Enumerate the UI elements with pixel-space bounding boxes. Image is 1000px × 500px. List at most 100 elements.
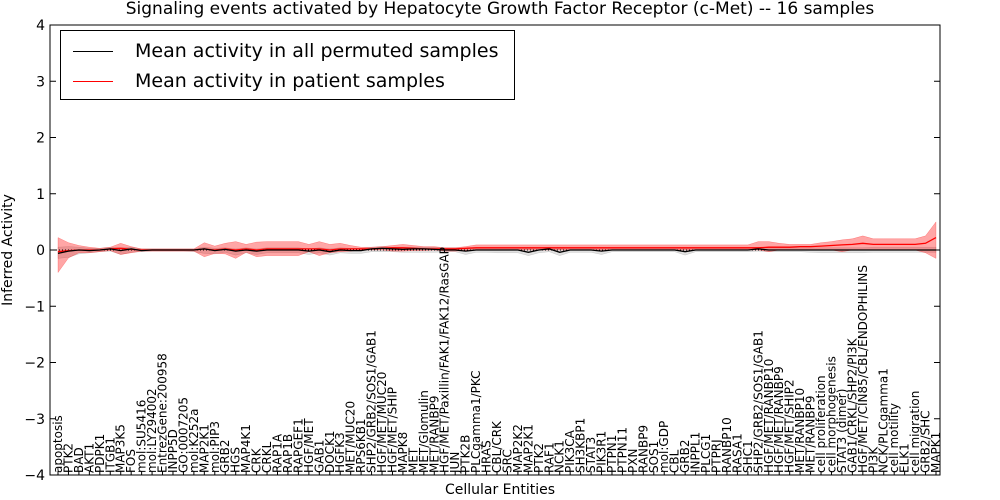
x-tick-label: DOCK1 — [323, 430, 337, 473]
x-tick-label: STAT3 — [584, 437, 598, 473]
y-tick-label: 3 — [36, 74, 45, 90]
x-tick-label: HGF/MET — [302, 418, 316, 473]
x-tick-label: SHP2/GRB2/SOS1/GAB1 — [751, 330, 765, 473]
x-tick-label: MET/RANBP10 — [793, 388, 807, 473]
y-tick-label: 1 — [36, 187, 45, 203]
legend-item-patient: Mean activity in patient samples — [73, 66, 445, 96]
legend-label-patient: Mean activity in patient samples — [135, 70, 445, 92]
x-tick-label: cell migration — [908, 391, 922, 473]
x-tick-label: PTPN1 — [605, 435, 619, 473]
x-tick-label: MAPK8 — [396, 432, 410, 473]
x-tick-label: MAPK1 — [929, 432, 943, 473]
x-tick-label: apoptosis — [51, 415, 65, 473]
x-tick-label: mol:PIP3 — [208, 421, 222, 473]
y-tick-label: 0 — [36, 243, 45, 259]
x-tick-label: GO:0007205 — [176, 397, 190, 473]
y-tick-label: −4 — [24, 468, 45, 484]
x-tick-label: AKT1 — [82, 443, 96, 473]
x-tick-label: RANBP9 — [636, 425, 650, 473]
x-tick-label: PLCG1 — [699, 434, 713, 473]
x-tick-label: SH3KBP1 — [574, 418, 588, 473]
series-lines — [57, 237, 937, 255]
x-tick-label: NCK/PLCgamma1 — [877, 368, 891, 473]
x-tick-label: mol:K252a — [187, 408, 201, 473]
x-tick-label: EntrezGene:200958 — [156, 353, 170, 473]
x-tick-label: HGF/MET/RANBP9 — [772, 366, 786, 473]
legend: Mean activity in all permuted samples Me… — [60, 30, 515, 100]
x-tick-label: MET/RANBP9 — [427, 396, 441, 473]
x-tick-label: RAF1 — [542, 442, 556, 473]
x-tick-label: CRK — [250, 447, 264, 473]
legend-swatch-permuted — [73, 50, 113, 52]
x-tick-label: PTK2 — [532, 443, 546, 473]
x-tick-label: PI3K — [866, 446, 880, 473]
x-tick-label: JUN — [448, 452, 462, 474]
x-tick-label: MAP3K5 — [114, 424, 128, 473]
x-tick-label: PTK2 — [62, 443, 76, 473]
x-tick-label: RANBP10 — [720, 417, 734, 473]
x-tick-labels: apoptosisPTK2BADAKT1PDPK1ITGB1MAP3K5FOSm… — [51, 247, 943, 475]
x-tick-label: MET/Glomulin — [417, 390, 431, 473]
x-tick-label: RAPGEF1 — [291, 418, 305, 473]
x-tick-label: CBL/CRK — [490, 420, 504, 473]
legend-swatch-patient — [73, 80, 113, 82]
x-tick-label: mol:SU5416 — [135, 400, 149, 473]
x-tick-label: HGF/MET/SHIP2 — [783, 379, 797, 473]
x-tick-label: cell motility — [887, 403, 901, 473]
y-tick-label: 4 — [36, 18, 45, 34]
x-tick-label: GRB2 — [678, 439, 692, 473]
x-tick-label: MET — [406, 447, 420, 473]
x-tick-label: SHP2/GRB2/SOS1/GAB1 — [365, 330, 379, 473]
x-tick-label: PTPRJ — [710, 439, 724, 473]
x-tick-label: MAP4K1 — [239, 424, 253, 473]
x-tick-label: HRAS — [480, 440, 494, 473]
x-tick-label: RPS6KB1 — [354, 418, 368, 473]
y-axis-label: Inferred Activity — [0, 194, 16, 306]
x-tick-label: RAP1A — [271, 433, 285, 473]
x-tick-label: SOS1 — [647, 441, 661, 473]
x-tick-label: FOS — [124, 449, 138, 473]
chart-title: Signaling events activated by Hepatocyte… — [126, 0, 875, 19]
x-tick-label: GRB2/SHC — [919, 410, 933, 473]
x-tick-label: SRC — [501, 449, 515, 473]
x-tick-label: STAT3 (dimer) — [835, 389, 849, 473]
x-tick-label: CBL — [668, 449, 682, 473]
legend-label-permuted: Mean activity in all permuted samples — [135, 40, 499, 62]
x-tick-label: HGFK3 — [333, 432, 347, 473]
x-tick-label: HGF/MET/CIN85/CBL/ENDOPHILINS — [856, 265, 870, 473]
x-tick-label: MAP2K1 — [521, 424, 535, 473]
x-tick-label: GRB2 — [218, 439, 232, 473]
x-tick-label: NCK1 — [553, 440, 567, 473]
x-tick-label: HGF/MET/Paxillin/FAK1/FAK12/RasGAP — [438, 247, 452, 473]
x-tick-label: SHC1 — [741, 440, 755, 473]
x-tick-label: PTK2B — [459, 435, 473, 473]
x-tick-label: PIK3CA — [563, 429, 577, 473]
x-tick-label: CRKL — [260, 441, 274, 473]
x-tick-label: MET/RANBP9 — [804, 396, 818, 473]
plot-frame — [49, 24, 941, 476]
legend-item-permuted: Mean activity in all permuted samples — [73, 36, 498, 66]
x-tick-label: MAP2K2 — [511, 424, 525, 473]
x-tick-label: PDPK1 — [93, 434, 107, 473]
x-tick-label: HGF/MET/RANBP10 — [762, 359, 776, 473]
y-tick-label: −1 — [24, 299, 45, 315]
x-tick-label: RASA1 — [730, 433, 744, 473]
x-tick-label: PTPN11 — [615, 427, 629, 473]
x-tick-label: PXN — [626, 449, 640, 473]
y-tick-label: −2 — [24, 356, 45, 372]
x-tick-label: mol:LY294002 — [145, 388, 159, 473]
x-tick-label: GAB1 — [312, 440, 326, 473]
x-tick-label: HGF/MET/MUC20 — [375, 372, 389, 473]
x-tick-label: HGS — [229, 447, 243, 473]
x-tick-label: mol:GDP — [657, 421, 671, 473]
series-line-permuted — [57, 247, 936, 255]
x-tick-label: GAB1/CRKL/SHP2/PI3K — [845, 337, 859, 473]
x-tick-label: ELK1 — [898, 443, 912, 473]
x-axis-label: Cellular Entities — [445, 482, 555, 498]
x-tick-label: HGF/MET/SHIP — [386, 387, 400, 473]
x-tick-label: INPP5D — [166, 429, 180, 473]
x-tick-label: cell proliferation — [814, 375, 828, 473]
y-tick-label: 2 — [36, 131, 45, 147]
x-tick-label: MET/MUC20 — [344, 401, 358, 473]
